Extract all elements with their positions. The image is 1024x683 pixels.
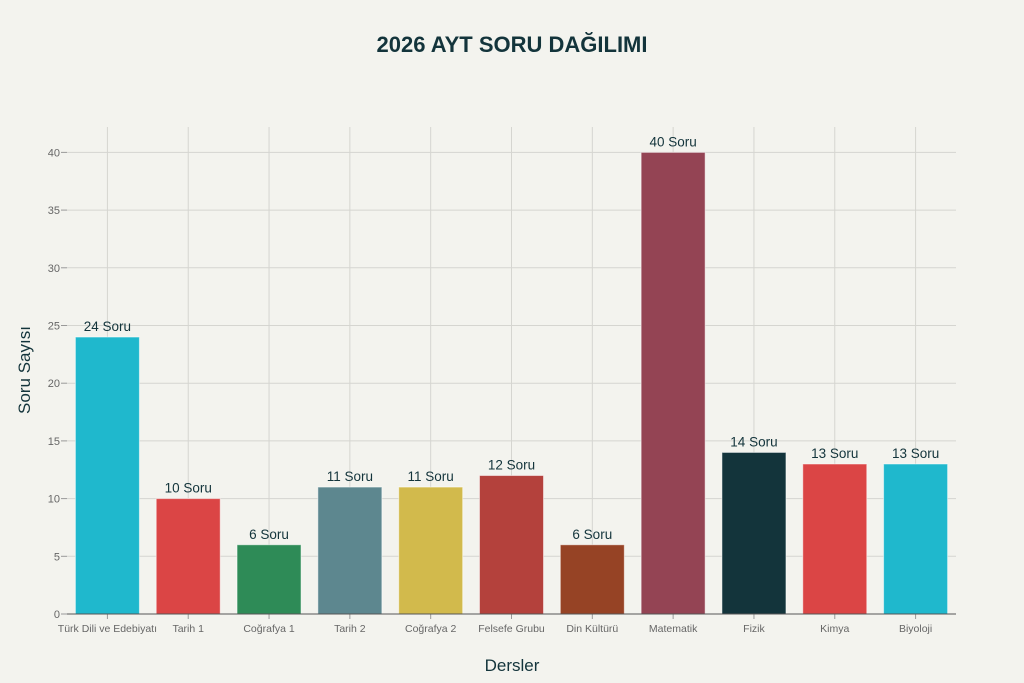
bar (479, 475, 544, 615)
chart-title: 2026 AYT SORU DAĞILIMI (377, 32, 648, 57)
data-label: 6 Soru (249, 527, 289, 542)
bar (317, 486, 383, 615)
bar (155, 498, 221, 615)
bar (74, 336, 140, 615)
bar (883, 463, 949, 615)
bar (640, 151, 706, 615)
y-tick-label: 40 (48, 147, 60, 159)
x-tick-label: Matematik (649, 623, 698, 635)
x-tick-label: Kimya (820, 623, 849, 635)
x-tick-label: Tarih 1 (172, 623, 204, 635)
bars: 24 Soru 10 Soru 6 Soru 11 Soru 11 Soru 12 Sor… (74, 134, 949, 615)
x-tick-label: Türk Dili ve Edebiyatı (58, 623, 157, 635)
y-axis-label: Soru Sayısı (15, 326, 34, 414)
data-label: 12 Soru (488, 458, 535, 473)
y-tick-label: 5 (54, 551, 60, 563)
y-tick-label: 15 (48, 436, 60, 448)
data-label: 13 Soru (892, 446, 939, 461)
y-tick-label: 35 (48, 205, 60, 217)
data-label: 40 Soru (649, 134, 696, 149)
bar (721, 451, 787, 615)
x-tick-label: Felsefe Grubu (478, 623, 545, 635)
x-tick-label: Biyoloji (899, 623, 932, 635)
x-tick-label: Din Kültürü (566, 623, 618, 635)
y-tick-label: 10 (48, 494, 60, 506)
data-label: 13 Soru (811, 446, 858, 461)
y-tick-label: 0 (54, 609, 60, 621)
bar (559, 544, 625, 615)
data-label: 10 Soru (165, 481, 212, 496)
data-label: 11 Soru (408, 469, 454, 484)
bar (398, 486, 464, 615)
x-tick-label: Coğrafya 2 (405, 623, 457, 635)
data-label: 14 Soru (730, 434, 777, 449)
y-tick-label: 30 (48, 263, 60, 275)
x-tick-label: Tarih 2 (334, 623, 366, 635)
x-axis-label: Dersler (485, 656, 540, 675)
data-label: 11 Soru (327, 469, 373, 484)
x-tick-label: Coğrafya 1 (243, 623, 295, 635)
y-tick-label: 25 (48, 320, 60, 332)
data-label: 6 Soru (572, 527, 612, 542)
x-tick-label: Fizik (743, 623, 765, 635)
data-label: 24 Soru (84, 319, 131, 334)
bar (236, 544, 302, 615)
bar (802, 463, 868, 615)
y-tick-label: 20 (48, 378, 60, 390)
